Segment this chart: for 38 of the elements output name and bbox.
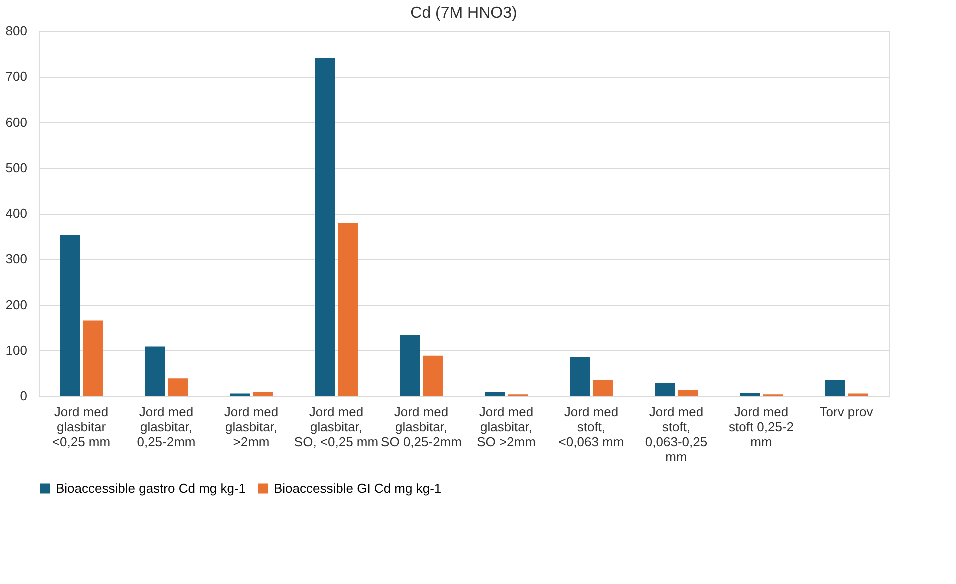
bar [82,320,103,396]
bar [60,235,80,396]
y-tick-label: 500 [6,160,28,176]
y-tick-label: 0 [20,388,28,404]
y-tick-label: 800 [6,24,28,38]
bar [338,224,358,396]
x-tick-label: Jord med glasbitar, SO 0,25-2mm [381,404,462,450]
bar [740,393,760,396]
bar [655,383,676,396]
bar [485,392,506,396]
bar [315,58,336,396]
y-tick-label: 400 [6,206,28,221]
y-tick-label: 200 [6,297,28,312]
x-tick-label: Jord med glasbitar, >2mm [224,404,279,450]
x-tick-label: Jord med glasbitar, 0,25-2mm [137,404,196,450]
x-tick-label: Jord med glasbitar, SO, <0,25 mm [294,404,379,450]
chart-title: Cd (7M HNO3) [410,5,518,22]
bar [145,346,166,396]
bar [825,380,846,396]
bar [678,390,698,396]
y-tick-label: 300 [6,252,28,267]
x-tick-label: Jord med glasbitar, SO >2mm [477,404,536,450]
bar [592,380,613,396]
x-tick-label: Torv prov [820,404,874,420]
legend-label: Bioaccessible GI Cd mg kg-1 [274,480,442,496]
bar [422,356,443,396]
x-tick-label: Jord med glasbitar <0,25 mm [52,404,111,450]
y-tick-label: 100 [6,342,28,358]
y-tick-label: 700 [6,69,28,84]
x-tick-label: Jord med stoft, 0,063-0,25 mm [645,404,708,464]
bar [168,378,188,396]
legend-label: Bioaccessible gastro Cd mg kg-1 [56,480,246,496]
y-tick-label: 600 [6,114,28,130]
bar [252,392,273,396]
bar [400,335,420,396]
bar [570,357,590,396]
x-tick-label: Jord med stoft 0,25-2 mm [728,404,794,450]
x-tick-label: Jord med stoft, <0,063 mm [558,404,624,450]
